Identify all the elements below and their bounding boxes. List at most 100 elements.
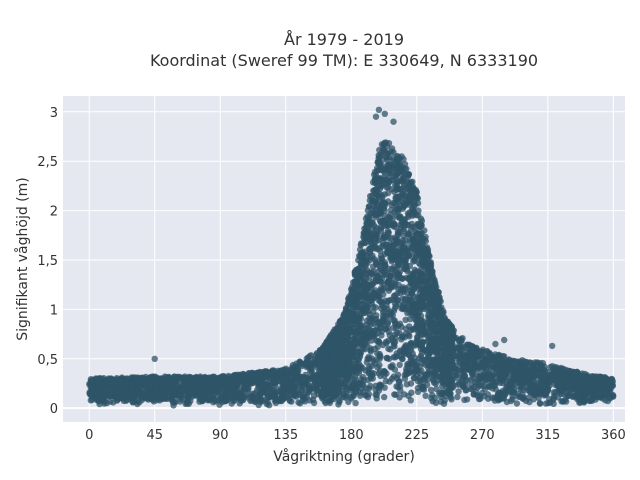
data-point (416, 277, 424, 285)
data-point (378, 199, 386, 207)
data-point (362, 258, 369, 265)
data-point (373, 232, 380, 239)
data-point (391, 209, 398, 216)
data-point (413, 211, 420, 219)
data-point (401, 296, 409, 303)
data-point (352, 376, 359, 383)
data-point (359, 322, 366, 329)
data-point (409, 205, 416, 213)
data-point (370, 308, 377, 316)
data-point (381, 191, 388, 198)
data-point (405, 252, 413, 259)
data-point (386, 269, 394, 277)
data-point (316, 368, 323, 375)
data-point (434, 294, 441, 301)
data-point (392, 302, 400, 310)
data-point (470, 348, 478, 355)
data-point (382, 139, 390, 146)
data-point (503, 387, 510, 394)
data-point (86, 390, 93, 398)
data-point (136, 387, 143, 395)
data-point (382, 325, 390, 333)
data-point (438, 391, 446, 398)
data-point (414, 334, 421, 341)
data-point (480, 383, 488, 390)
data-point (552, 389, 559, 396)
data-point (170, 375, 177, 382)
data-point (366, 326, 373, 334)
data-point (598, 375, 605, 382)
data-point (312, 378, 319, 386)
data-point (342, 394, 349, 401)
data-point (477, 372, 484, 380)
data-point (560, 398, 567, 405)
data-point (394, 230, 402, 237)
data-point (395, 214, 403, 221)
data-point (585, 389, 592, 396)
data-point (387, 313, 394, 320)
data-point (539, 359, 547, 367)
data-point (432, 399, 440, 406)
data-point (278, 391, 286, 399)
data-point (343, 376, 351, 384)
data-point (519, 391, 526, 398)
data-point (396, 262, 403, 269)
data-point (449, 358, 456, 365)
data-point (172, 398, 179, 406)
data-point (323, 341, 330, 349)
data-point (381, 393, 388, 401)
data-point (376, 367, 384, 375)
data-point (359, 341, 366, 348)
data-point (467, 356, 474, 363)
data-point (411, 192, 419, 200)
data-point (416, 308, 423, 316)
data-point (500, 395, 507, 402)
data-point (355, 370, 363, 377)
data-point (424, 354, 432, 362)
data-point (407, 340, 414, 348)
data-point (400, 156, 407, 163)
data-point (161, 384, 168, 391)
data-point (457, 335, 465, 343)
data-point (409, 326, 416, 333)
data-point (228, 391, 235, 398)
data-point (547, 377, 555, 384)
data-point (401, 375, 409, 382)
data-point (386, 308, 393, 315)
data-point (385, 345, 392, 352)
data-point (348, 395, 355, 402)
data-point (399, 304, 407, 311)
data-point (420, 383, 427, 390)
data-point (438, 366, 445, 373)
data-point (432, 325, 439, 333)
data-point (348, 372, 355, 379)
data-point (374, 343, 381, 351)
data-point (515, 383, 522, 390)
data-point (394, 153, 402, 160)
data-point (377, 225, 385, 232)
data-point (564, 374, 571, 381)
data-point (534, 379, 541, 386)
data-point (400, 284, 407, 291)
data-point (396, 361, 403, 369)
data-point (370, 303, 377, 311)
points-layer (86, 106, 617, 409)
data-point (486, 353, 494, 360)
data-point (310, 392, 318, 399)
data-point (440, 307, 447, 315)
data-point (409, 244, 416, 251)
data-point (303, 355, 310, 362)
data-point (501, 373, 509, 380)
data-point (384, 320, 392, 327)
data-point (101, 400, 108, 407)
data-point (436, 352, 444, 359)
data-point (365, 366, 373, 373)
data-point (413, 317, 420, 324)
data-point (388, 256, 396, 263)
data-point (445, 320, 452, 328)
data-point (345, 365, 352, 373)
data-point (429, 268, 436, 275)
data-point (427, 302, 434, 309)
data-point (454, 393, 461, 401)
